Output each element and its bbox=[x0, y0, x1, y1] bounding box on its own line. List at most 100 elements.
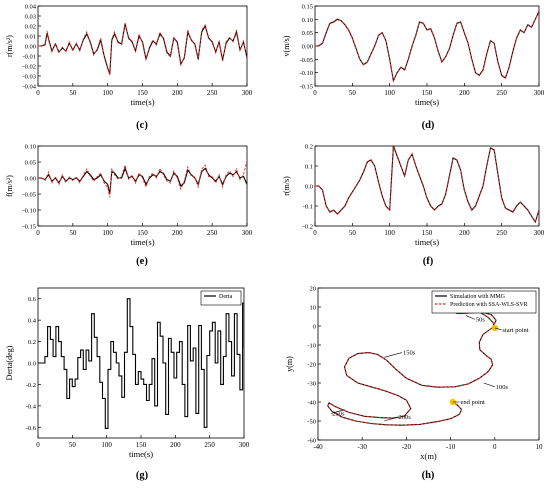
y-tick-label: -0.05 bbox=[22, 192, 36, 199]
y-axis-label: v(m/s) bbox=[282, 35, 291, 56]
x-tick-label: 50 bbox=[69, 229, 77, 237]
annotation-arrow bbox=[384, 352, 403, 358]
y-tick-label: -30 bbox=[307, 381, 316, 388]
x-axis-label: time(s) bbox=[415, 97, 439, 107]
y-tick-label: 0.00 bbox=[302, 44, 313, 51]
x-tick-label: 250 bbox=[496, 89, 507, 97]
x-tick-label: 150 bbox=[137, 229, 148, 237]
y-tick-label: -0.05 bbox=[299, 57, 313, 64]
plot-frame bbox=[37, 5, 248, 87]
y-tick-label: -0.04 bbox=[22, 84, 36, 91]
y-tick-label: -0.10 bbox=[299, 70, 313, 77]
x-tick-label: 0 bbox=[36, 89, 40, 97]
y-tick-label: 10 bbox=[310, 305, 317, 312]
x-tick-label: 150 bbox=[422, 89, 433, 97]
y-tick-label: -0.6 bbox=[26, 425, 37, 432]
x-tick-label: 0 bbox=[313, 229, 317, 237]
point-marker bbox=[491, 324, 498, 332]
y-tick-label: 0.05 bbox=[302, 30, 313, 37]
panel-caption: (e) bbox=[136, 256, 148, 267]
y-tick-label: 0.01 bbox=[25, 34, 36, 41]
series-line-0 bbox=[315, 11, 539, 83]
annotation-label: 250s bbox=[332, 410, 345, 417]
x-tick-label: 300 bbox=[239, 441, 250, 449]
y-tick-label: 0.6 bbox=[28, 296, 37, 303]
y-tick-label: -60 bbox=[307, 438, 316, 445]
legend-label: Simulation with MMG bbox=[450, 294, 506, 300]
x-tick-label: 0 bbox=[36, 229, 40, 237]
y-tick-label: 0.03 bbox=[25, 14, 36, 21]
plot-frame bbox=[314, 5, 540, 87]
x-axis-label: time(s) bbox=[129, 449, 153, 459]
x-tick-label: 150 bbox=[136, 441, 147, 449]
annotation-label: 200s bbox=[399, 414, 412, 421]
y-tick-label: -40 bbox=[307, 400, 316, 407]
y-tick-label: 0.1 bbox=[305, 164, 313, 171]
y-tick-label: 0 bbox=[313, 324, 316, 331]
x-tick-label: 0 bbox=[36, 441, 40, 449]
y-tick-label: -0.2 bbox=[303, 224, 313, 231]
x-tick-label: 250 bbox=[207, 229, 218, 237]
x-tick-label: 50 bbox=[69, 441, 77, 449]
x-tick-label: 200 bbox=[172, 229, 183, 237]
y-tick-label: -0.10 bbox=[22, 208, 36, 215]
x-tick-label: 50 bbox=[69, 89, 77, 97]
y-tick-label: -50 bbox=[307, 419, 316, 426]
annotation-arrow bbox=[384, 416, 398, 422]
x-tick-label: -10 bbox=[446, 443, 456, 451]
y-tick-label: -20 bbox=[307, 362, 316, 369]
x-tick-label: 200 bbox=[459, 229, 470, 237]
y-tick-label: -0.15 bbox=[299, 84, 313, 91]
series-line-1 bbox=[315, 146, 539, 224]
panel-caption: (g) bbox=[136, 470, 149, 481]
x-tick-label: 300 bbox=[534, 229, 545, 237]
annotation-label: end point bbox=[460, 399, 485, 406]
x-tick-label: 10 bbox=[536, 443, 544, 451]
plot-frame bbox=[37, 145, 248, 227]
y-tick-label: 20 bbox=[310, 286, 317, 293]
y-tick-label: 0.10 bbox=[25, 144, 36, 151]
y-tick-label: -0.2 bbox=[26, 382, 36, 389]
series-line-0 bbox=[38, 298, 244, 429]
x-axis-label: x(m) bbox=[420, 451, 437, 461]
y-axis-label: r(m/s²) bbox=[5, 35, 14, 57]
series-line-0 bbox=[327, 307, 497, 426]
panel-caption: (c) bbox=[136, 120, 148, 131]
y-tick-label: -0.01 bbox=[22, 54, 36, 61]
legend-label: Prediction with SSA-WLS-SVR bbox=[450, 302, 528, 308]
x-tick-label: 100 bbox=[384, 229, 395, 237]
annotation-label: 150s bbox=[403, 350, 416, 357]
x-tick-label: 300 bbox=[242, 229, 253, 237]
y-axis-label: y(m) bbox=[285, 356, 294, 372]
x-tick-label: 200 bbox=[172, 89, 183, 97]
y-tick-label: 0.2 bbox=[305, 144, 313, 151]
x-tick-label: 100 bbox=[102, 89, 113, 97]
y-tick-label: 0.0 bbox=[28, 361, 36, 368]
annotation-arrow bbox=[483, 382, 495, 388]
x-tick-label: 300 bbox=[242, 89, 253, 97]
y-tick-label: 0.00 bbox=[25, 44, 36, 51]
series-line-1 bbox=[38, 22, 247, 76]
chart-panel-d: 0 50 100 150 200 250 300 -0.15 -0.10 -0.05 0.00 0.0… bbox=[282, 4, 545, 132]
series-line-1 bbox=[315, 10, 539, 83]
y-tick-label: -0.1 bbox=[303, 204, 313, 211]
y-tick-label: 0.4 bbox=[28, 318, 37, 325]
chart-panel-h: -40 -30 -20 -10 0 10 -60 -50 -40 -30 -20 -10 0 10 20 x(… bbox=[285, 286, 543, 482]
x-tick-label: 150 bbox=[422, 229, 433, 237]
y-tick-label: 0.15 bbox=[302, 4, 313, 11]
y-tick-label: -0.02 bbox=[22, 64, 36, 71]
y-tick-label: -10 bbox=[307, 343, 316, 350]
legend-label: Derta bbox=[219, 294, 233, 300]
y-tick-label: 0.2 bbox=[28, 339, 36, 346]
annotation-label: start point bbox=[502, 327, 528, 334]
y-tick-label: 0.04 bbox=[25, 4, 37, 11]
x-tick-label: 100 bbox=[102, 229, 113, 237]
x-tick-label: -20 bbox=[402, 443, 412, 451]
x-tick-label: 250 bbox=[496, 229, 507, 237]
y-axis-label: Derta(deg) bbox=[5, 345, 14, 380]
plot-frame bbox=[37, 287, 245, 439]
x-axis-label: time(s) bbox=[130, 237, 154, 247]
x-tick-label: 50 bbox=[349, 89, 357, 97]
x-axis-label: time(s) bbox=[130, 97, 154, 107]
